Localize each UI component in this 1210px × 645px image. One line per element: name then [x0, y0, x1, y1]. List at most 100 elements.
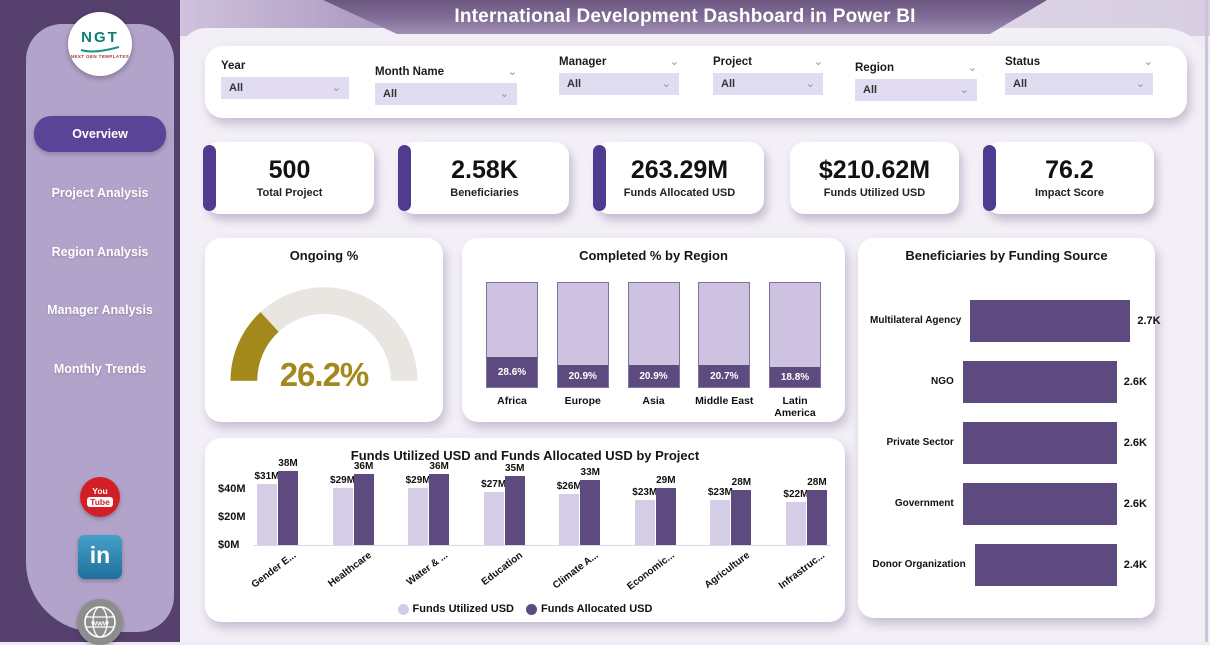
funds-axis-label-text: Infrastruc...	[777, 550, 828, 592]
funding-bar-track: 2.6K	[962, 360, 1147, 403]
kpi-card-funds-allocated-usd: 263.29M Funds Allocated USD	[593, 142, 764, 214]
sidebar-item-project-analysis[interactable]: Project Analysis	[51, 186, 149, 200]
funding-bar-ngo[interactable]	[962, 360, 1117, 403]
chevron-down-icon[interactable]: ⌄	[669, 55, 679, 68]
gauge-fill	[230, 312, 280, 382]
funds-bar-allocated-healthcare[interactable]: 36M	[353, 461, 374, 545]
filter-manager-dropdown[interactable]: All ⌄	[559, 73, 679, 95]
gauge-title: Ongoing %	[289, 248, 359, 263]
funds-axis-label: Water & ...	[404, 548, 449, 592]
filter-label: Manager	[559, 56, 607, 68]
funds-data-label: 38M	[278, 457, 298, 469]
kpi-card-impact-score: 76.2 Impact Score	[983, 142, 1154, 214]
sidebar-item-overview[interactable]: Overview	[34, 116, 166, 152]
funds-data-label: 36M	[429, 461, 449, 473]
funding-row-private-sector: Private Sector 2.6K	[870, 412, 1147, 473]
funds-bar-allocated-infrastruc[interactable]: 28M	[806, 477, 827, 545]
funds-bar-utilized-infrastruc[interactable]: $22M	[783, 489, 808, 545]
filter-label: Year	[221, 60, 246, 72]
funds-bar-utilized-healthcare[interactable]: $29M	[330, 475, 355, 545]
funds-group-water: $29M 36M	[406, 461, 450, 545]
ongoing-gauge-card: Ongoing % 26.2%	[205, 238, 443, 422]
funds-bar-utilized-education[interactable]: $27M	[481, 479, 506, 545]
region-column-europe[interactable]: 20.9%	[556, 282, 609, 388]
chevron-down-icon: ⌄	[805, 77, 815, 90]
funding-category-label: Government	[894, 498, 954, 509]
filter-project-dropdown[interactable]: All ⌄	[713, 73, 823, 95]
linkedin-icon[interactable]: in	[78, 535, 122, 579]
sidebar-item-region-analysis[interactable]: Region Analysis	[51, 245, 149, 259]
funds-bar-allocated-gender-e[interactable]: 38M	[278, 458, 298, 545]
funding-value-label: 2.6K	[1123, 497, 1147, 510]
funds-bar-allocated-water[interactable]: 36M	[429, 461, 450, 545]
filter-selected-value: All	[567, 78, 582, 90]
sidebar-item-monthly-trends[interactable]: Monthly Trends	[53, 362, 147, 376]
chevron-down-icon[interactable]: ⌄	[967, 61, 977, 74]
filter-header: Year	[221, 60, 349, 72]
filter-label: Region	[855, 62, 894, 74]
funds-by-project-card: Funds Utilized USD and Funds Allocated U…	[205, 438, 845, 622]
funds-data-label: 35M	[504, 463, 525, 475]
legend-item-funds-allocated-usd[interactable]: Funds Allocated USD	[526, 603, 652, 615]
funding-bar-private-sector[interactable]	[962, 421, 1117, 464]
youtube-icon[interactable]: You Tube	[80, 477, 120, 517]
funding-value-label: 2.6K	[1123, 436, 1147, 449]
funding-chart-title: Beneficiaries by Funding Source	[905, 248, 1108, 263]
kpi-value: 76.2	[1045, 156, 1094, 185]
region-column-asia[interactable]: 20.9%	[627, 282, 680, 388]
legend-label: Funds Utilized USD	[412, 603, 514, 615]
filters-panel: Year All ⌄ Month Name ⌄ All ⌄ Manager ⌄ All ⌄ Proje…	[205, 46, 1187, 118]
kpi-accent-bar	[983, 145, 996, 211]
funds-bar-allocated-climate-a[interactable]: 33M	[580, 467, 601, 545]
filter-region-dropdown[interactable]: All ⌄	[855, 79, 977, 101]
chevron-down-icon[interactable]: ⌄	[1143, 55, 1153, 68]
funds-group-healthcare: $29M 36M	[330, 461, 374, 545]
funds-bar-utilized-climate-a[interactable]: $26M	[557, 481, 582, 545]
kpi-value: 263.29M	[630, 156, 729, 185]
chevron-down-icon: ⌄	[661, 77, 671, 90]
funds-axis-label-text: Agriculture	[702, 550, 752, 591]
funds-data-label: $31M	[254, 471, 280, 483]
funds-axis-label: Infrastruc...	[777, 548, 827, 592]
funding-category-label: NGO	[930, 376, 954, 387]
funds-bar-allocated-agriculture[interactable]: 28M	[731, 477, 752, 545]
funds-axis-label: Gender E...	[250, 548, 299, 592]
chevron-down-icon[interactable]: ⌄	[507, 65, 517, 78]
funds-bar-utilized-agriculture[interactable]: $23M	[708, 487, 733, 545]
region-completed-segment: 20.7%	[699, 365, 750, 387]
funding-bar-donor-organization[interactable]	[974, 543, 1117, 586]
kpi-accent-bar	[203, 145, 216, 211]
funds-axis-label-text: Gender E...	[249, 550, 299, 591]
region-column-middle-east[interactable]: 20.7%	[698, 282, 751, 388]
funds-bar-allocated-economic[interactable]: 29M	[655, 475, 676, 545]
funding-value-label: 2.7K	[1137, 314, 1161, 327]
funding-bar-multilateral-agency[interactable]	[970, 299, 1131, 342]
funding-bar-government[interactable]	[962, 482, 1117, 525]
filter-status: Status ⌄ All ⌄	[1005, 56, 1153, 95]
region-column-africa[interactable]: 28.6%	[486, 282, 538, 388]
funds-bar-utilized-economic[interactable]: $23M	[632, 487, 657, 545]
website-globe-icon[interactable]: www	[77, 599, 123, 645]
kpi-accent-bar	[398, 145, 411, 211]
sidebar-item-manager-analysis[interactable]: Manager Analysis	[47, 303, 153, 317]
chevron-down-icon: ⌄	[499, 87, 509, 100]
legend-item-funds-utilized-usd[interactable]: Funds Utilized USD	[397, 603, 514, 615]
funds-axis-label-text: Climate A...	[551, 550, 601, 592]
chevron-down-icon[interactable]: ⌄	[813, 55, 823, 68]
funds-bar-allocated-education[interactable]: 35M	[504, 463, 525, 545]
funds-bar-utilized-gender-e[interactable]: $31M	[254, 471, 280, 545]
filter-year: Year All ⌄	[221, 60, 349, 99]
funds-data-label: $23M	[632, 486, 658, 498]
filter-header: Project ⌄	[713, 56, 823, 68]
region-axis-labels: Africa Europe Asia Middle East Latin America	[478, 395, 829, 419]
funds-axis-label-text: Water & ...	[404, 550, 450, 588]
region-column-latin-america[interactable]: 18.8%	[769, 282, 821, 388]
filter-status-dropdown[interactable]: All ⌄	[1005, 73, 1153, 95]
region-chart-title: Completed % by Region	[579, 248, 728, 263]
funds-bar-utilized-water[interactable]: $29M	[406, 475, 431, 545]
filter-project: Project ⌄ All ⌄	[713, 56, 823, 95]
filter-year-dropdown[interactable]: All ⌄	[221, 77, 349, 99]
filter-month-name-dropdown[interactable]: All ⌄	[375, 83, 517, 105]
funds-axis-label-text: Education	[480, 550, 526, 588]
logo-tagline: NEXT GEN TEMPLATES	[70, 53, 130, 59]
